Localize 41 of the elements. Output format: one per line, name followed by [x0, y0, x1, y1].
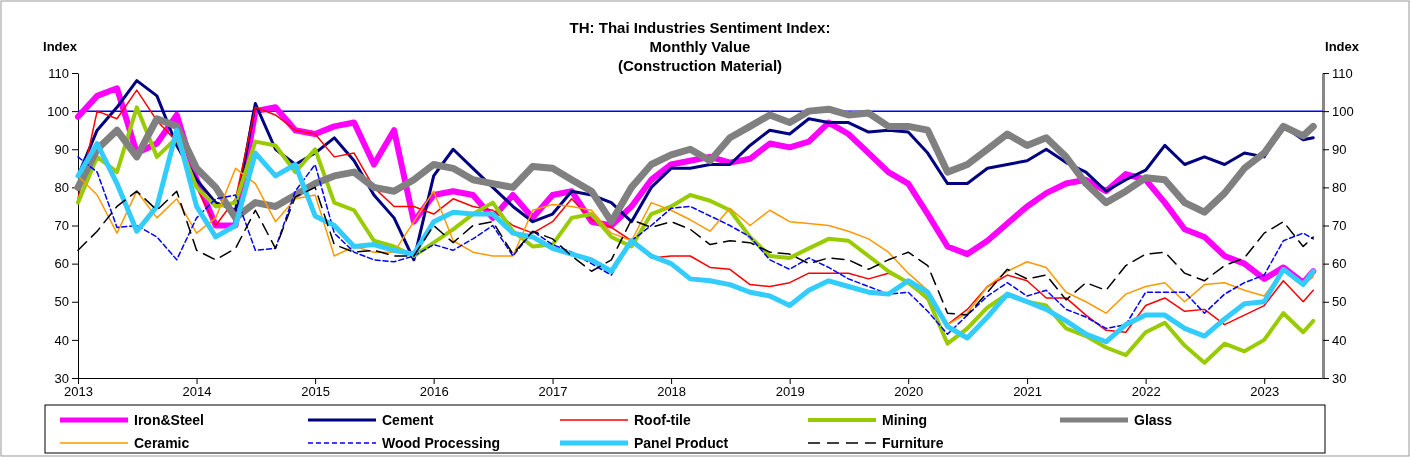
- y-tick-label: 30: [54, 370, 69, 386]
- legend-label: Panel Product: [634, 435, 729, 451]
- legend-label: Ceramic: [134, 435, 190, 451]
- y-tick-label: 100: [47, 103, 69, 119]
- x-tick-label: 2017: [538, 384, 568, 400]
- x-tick-label: 2016: [419, 384, 449, 400]
- y-tick-label: 110: [48, 65, 69, 81]
- y2-tick-label: 100: [1332, 103, 1354, 119]
- y2-tick-label: 80: [1332, 180, 1347, 196]
- legend-label: Mining: [882, 412, 928, 428]
- legend-label: Wood Processing: [382, 435, 500, 451]
- x-tick-label: 2021: [1013, 384, 1043, 400]
- x-tick-label: 2013: [64, 384, 93, 400]
- x-tick-label: 2018: [657, 384, 687, 400]
- x-tick-label: 2019: [775, 384, 805, 400]
- y-tick-label: 80: [54, 180, 69, 196]
- legend-label: Cement: [382, 412, 434, 428]
- legend-label: Furniture: [882, 435, 944, 451]
- chart-title: TH: Thai Industries Sentiment Index: Monthly Value (Construction Material): [569, 19, 831, 74]
- y2-tick-label: 30: [1332, 370, 1347, 386]
- x-tick-label: 2020: [894, 384, 924, 400]
- y2-axis-title: Index: [1325, 39, 1360, 54]
- y2-tick-label: 90: [1332, 141, 1347, 157]
- y-tick-label: 60: [54, 256, 69, 272]
- legend-label: Roof-tile: [634, 412, 691, 428]
- x-tick-label: 2023: [1250, 384, 1280, 400]
- y-axis-title: Index: [43, 39, 78, 54]
- x-tick-label: 2014: [182, 384, 212, 400]
- legend-label: Glass: [1134, 412, 1173, 428]
- y2-tick-label: 50: [1332, 294, 1347, 310]
- y2-tick-label: 40: [1332, 332, 1347, 348]
- y2-tick-label: 60: [1332, 256, 1347, 272]
- y-tick-label: 90: [54, 141, 69, 157]
- y2-tick-label: 110: [1332, 65, 1353, 81]
- y-tick-label: 50: [54, 294, 69, 310]
- y2-tick-label: 70: [1332, 218, 1347, 234]
- legend-label: Iron&Steel: [134, 412, 205, 428]
- x-tick-label: 2015: [301, 384, 331, 400]
- y-tick-label: 70: [54, 218, 69, 234]
- x-tick-label: 2022: [1131, 384, 1161, 400]
- y-tick-label: 40: [54, 332, 69, 348]
